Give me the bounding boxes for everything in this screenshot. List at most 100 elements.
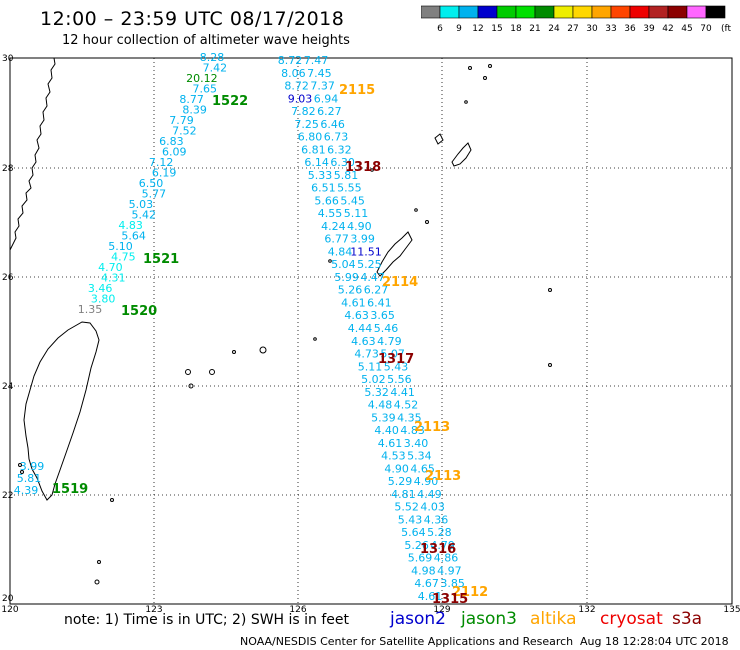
legend-tick-label: 33 — [605, 24, 616, 33]
lat-labels: 30 28 26 24 22 20 — [2, 54, 14, 604]
pass-label: 1318 — [345, 160, 381, 175]
lat-label: 24 — [2, 382, 14, 392]
legend-tick-label: 27 — [567, 24, 578, 33]
wave-height-value: 5.26 — [338, 284, 363, 297]
wave-height-value: 8.72 — [278, 54, 303, 67]
wave-height-value: 4.63 — [344, 309, 369, 322]
wave-height-value: 4.63 — [351, 335, 376, 348]
pass-label: 1317 — [378, 352, 414, 367]
wave-height-value: 3.40 — [404, 437, 429, 450]
wave-height-value: 8.77 — [179, 93, 204, 106]
wave-height-value: 5.66 — [314, 194, 339, 207]
wave-height-value: 5.45 — [340, 194, 365, 207]
wave-height-value: 6.77 — [324, 233, 349, 246]
legend-tick-label: 6 — [437, 24, 443, 33]
lon-labels: 120 123 126 129 132 135 — [1, 605, 740, 615]
map-frame — [9, 57, 733, 605]
wave-height-value: 4.83 — [400, 424, 425, 437]
legend-tick-label: 12 — [472, 24, 483, 33]
wave-height-value: 11.51 — [350, 245, 382, 258]
wave-height-value: 7.65 — [193, 83, 218, 96]
wave-height-value: 5.81 — [17, 472, 42, 485]
wave-height-value: 6.50 — [139, 177, 164, 190]
wave-height-value: 1.35 — [78, 303, 103, 316]
lon-label: 120 — [1, 605, 18, 615]
wave-height-value: 4.40 — [374, 424, 399, 437]
wave-height-value: 4.41 — [390, 386, 415, 399]
wave-height-value: 4.84 — [328, 245, 353, 258]
credit-text: NOAA/NESDIS Center for Satellite Applica… — [240, 635, 574, 648]
wave-height-value: 4.70 — [98, 261, 123, 274]
wave-height-value: 6.27 — [317, 105, 342, 118]
wave-height-value: 4.79 — [430, 539, 455, 552]
wave-height-value: 4.55 — [318, 207, 343, 220]
china-coastline — [9, 57, 56, 251]
satellite-cryosat: cryosat — [600, 609, 663, 629]
wave-height-value: 5.55 — [337, 182, 362, 195]
wave-height-value: 3.65 — [370, 309, 395, 322]
wave-height-value: 5.56 — [387, 373, 412, 386]
pass-label: 2113 — [414, 420, 450, 435]
wave-height-value: 4.61 — [341, 296, 366, 309]
wave-height-value: 5.11 — [358, 360, 383, 373]
wave-height-value: 4.53 — [381, 450, 406, 463]
pass-label: 2112 — [452, 585, 488, 600]
wave-height-value: 7.79 — [169, 114, 194, 127]
wave-height-value: 5.32 — [364, 386, 389, 399]
satellite-altika: altika — [530, 609, 577, 629]
wave-height-value: 7.25 — [294, 118, 319, 131]
wave-height-value: 3.99 — [20, 460, 45, 473]
wave-height-value: 6.19 — [152, 167, 177, 180]
legend-tick-label: 15 — [491, 24, 502, 33]
legend-swatch — [705, 5, 726, 19]
wave-height-value: 4.73 — [354, 348, 379, 361]
wave-height-value: 4.44 — [348, 322, 373, 335]
pass-label: 2115 — [339, 83, 375, 98]
wave-height-value: 5.28 — [427, 526, 452, 539]
wave-height-value: 4.47 — [360, 271, 385, 284]
wave-height-value: 4.83 — [118, 219, 143, 232]
pass-labels: 1522 1521 1520 1519 2115 2114 2113 2113 2112 1318… — [52, 83, 488, 607]
wave-track-c: 3.995.814.39 — [14, 460, 45, 497]
taiwan-coastline — [23, 321, 100, 501]
wave-height-value: 5.03 — [129, 198, 154, 211]
wave-height-value: 7.42 — [203, 62, 228, 75]
legend-tick-label: 45 — [681, 24, 692, 33]
timestamp-text: Aug 18 12:28:04 UTC 2018 — [580, 635, 729, 648]
pass-label: 1519 — [52, 482, 88, 497]
pass-label: 1521 — [143, 252, 179, 267]
wave-height-value: 6.81 — [301, 143, 326, 156]
wave-height-value: 5.10 — [108, 240, 133, 253]
wave-height-value: 4.61 — [418, 590, 443, 603]
wave-track-a: 8.287.4220.127.658.778.397.797.526.836.0… — [78, 51, 227, 316]
wave-height-value: 4.48 — [368, 399, 393, 412]
wave-height-value: 7.12 — [149, 156, 174, 169]
wave-height-value: 5.34 — [407, 450, 432, 463]
grid-lines — [10, 58, 732, 604]
wave-height-value: 7.82 — [291, 105, 316, 118]
wave-height-value: 5.29 — [388, 475, 413, 488]
wave-height-value: 8.28 — [200, 51, 225, 64]
wave-height-value: 5.77 — [142, 188, 167, 201]
wave-height-value: 5.02 — [361, 373, 386, 386]
pass-label: 1522 — [212, 94, 248, 109]
footer-note: note: 1) Time is in UTC; 2) SWH is in fe… — [64, 612, 350, 628]
legend-tick-label: 21 — [529, 24, 540, 33]
wave-height-value: 7.47 — [304, 54, 329, 67]
wave-height-value: 3.80 — [91, 293, 116, 306]
wave-height-value: 4.75 — [111, 251, 136, 264]
wave-height-value: 4.39 — [14, 484, 39, 497]
wave-height-value: 4.65 — [410, 462, 435, 475]
lon-label: 135 — [723, 605, 740, 615]
wave-height-value: 6.80 — [298, 131, 323, 144]
wave-height-value: 8.06 — [281, 67, 306, 80]
wave-height-value: 6.73 — [324, 131, 349, 144]
wave-height-value: 6.14 — [304, 156, 329, 169]
pass-label: 2114 — [382, 275, 418, 290]
islands — [18, 64, 552, 585]
legend-tick-label: 30 — [586, 24, 598, 33]
wave-height-value: 4.86 — [434, 552, 459, 565]
lon-label: 126 — [289, 605, 306, 615]
legend-tick-label: 39 — [643, 24, 655, 33]
